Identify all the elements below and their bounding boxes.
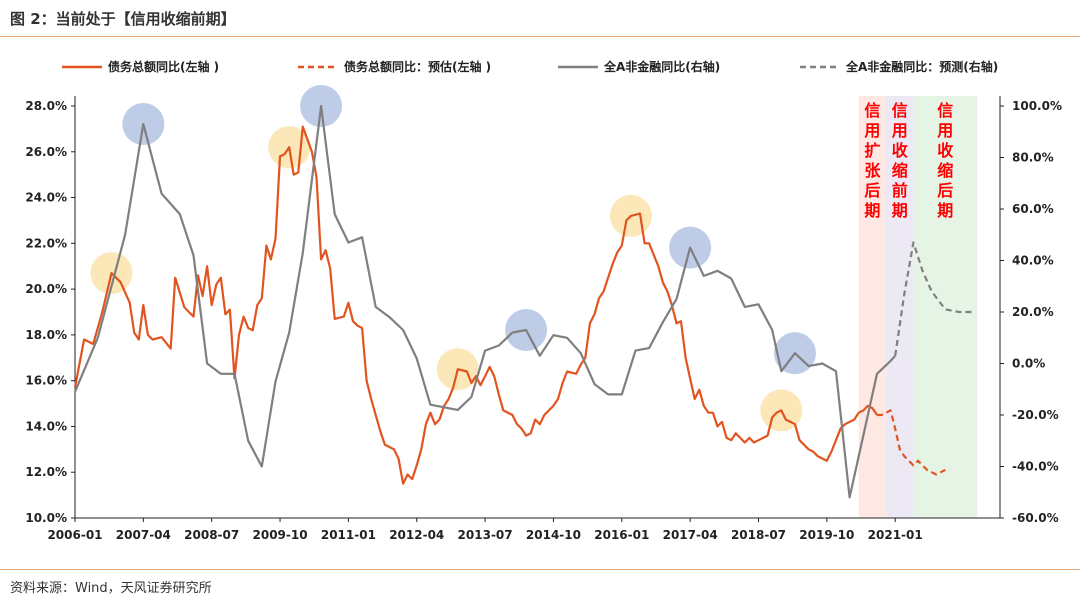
left-tick-label: 26.0% — [25, 145, 67, 159]
x-tick-label: 2008-07 — [184, 528, 239, 542]
x-tick-label: 2018-07 — [731, 528, 786, 542]
zone-label-char: 用 — [937, 121, 953, 140]
zone-label-char: 期 — [937, 201, 953, 220]
series-line — [877, 409, 946, 476]
right-tick-label: 40.0% — [1012, 254, 1054, 268]
x-tick-label: 2021-01 — [868, 528, 923, 542]
series-line — [894, 241, 973, 356]
title-divider — [0, 36, 1080, 37]
x-tick-label: 2011-01 — [321, 528, 376, 542]
zone-label-char: 缩 — [937, 161, 953, 180]
zone-label-char: 信 — [864, 101, 880, 120]
chart-title: 图 2：当前处于【信用收缩前期】 — [10, 10, 236, 28]
legend-label: 全A非金融同比：预测(右轴) — [845, 59, 998, 74]
right-tick-label: 60.0% — [1012, 202, 1054, 216]
zone-label-char: 信 — [937, 101, 953, 120]
right-tick-label: 100.0% — [1012, 99, 1062, 113]
legend-label: 债务总额同比：预估(左轴 ) — [344, 59, 491, 74]
zone-label-char: 缩 — [892, 161, 908, 180]
right-tick-label: -20.0% — [1012, 408, 1059, 422]
left-tick-label: 18.0% — [25, 328, 67, 342]
zone-label-char: 用 — [892, 121, 908, 140]
zone-label-char: 用 — [864, 121, 880, 140]
zone-band — [913, 96, 978, 518]
legend: 债务总额同比(左轴 ) 债务总额同比：预估(左轴 ) 全A非金融同比(右轴) 全A非金… — [62, 59, 998, 74]
zone-label-char: 期 — [864, 201, 880, 220]
zone-label-char: 信 — [892, 101, 908, 120]
zone-label-char: 收 — [892, 141, 908, 160]
x-tick-label: 2007-04 — [116, 528, 171, 542]
right-tick-label: 20.0% — [1012, 305, 1054, 319]
left-tick-label: 12.0% — [25, 465, 67, 479]
zone-label-char: 扩 — [864, 141, 880, 160]
legend-label: 全A非金融同比(右轴) — [603, 59, 720, 74]
left-tick-label: 20.0% — [25, 282, 67, 296]
x-tick-label: 2009-10 — [253, 528, 308, 542]
series-line — [73, 125, 878, 485]
right-tick-label: -60.0% — [1012, 511, 1059, 525]
x-tick-label: 2019-10 — [799, 528, 854, 542]
right-tick-label: 0.0% — [1012, 357, 1045, 371]
zone-label-char: 前 — [892, 181, 908, 200]
marker-layer — [90, 85, 816, 432]
left-tick-label: 24.0% — [25, 191, 67, 205]
legend-label: 债务总额同比(左轴 ) — [108, 59, 219, 74]
x-tick-label: 2016-01 — [594, 528, 649, 542]
left-tick-label: 22.0% — [25, 236, 67, 250]
axes-layer: 10.0% 12.0% 14.0% 16.0% 18.0% 20.0% 22.0% 24.0%… — [25, 96, 1062, 542]
series-line — [73, 104, 897, 499]
zone-label-char: 张 — [864, 161, 881, 180]
left-tick-label: 16.0% — [25, 374, 67, 388]
left-tick-label: 14.0% — [25, 419, 67, 433]
x-tick-label: 2013-07 — [458, 528, 513, 542]
left-tick-label: 10.0% — [25, 511, 67, 525]
source-note: 资料来源：Wind，天风证券研究所 — [10, 581, 212, 596]
footer-divider — [0, 569, 1080, 570]
series-layer — [73, 104, 973, 499]
zone-label-char: 后 — [864, 181, 880, 200]
zone-band — [858, 96, 887, 518]
left-tick-label: 28.0% — [25, 99, 67, 113]
right-tick-label: -40.0% — [1012, 460, 1059, 474]
x-tick-label: 2017-04 — [663, 528, 718, 542]
x-tick-label: 2012-04 — [389, 528, 444, 542]
right-tick-label: 80.0% — [1012, 151, 1054, 165]
zone-label-char: 期 — [892, 201, 908, 220]
x-tick-label: 2014-10 — [526, 528, 581, 542]
zone-label-char: 后 — [937, 181, 953, 200]
x-tick-label: 2006-01 — [47, 528, 102, 542]
zone-label-char: 收 — [937, 141, 953, 160]
